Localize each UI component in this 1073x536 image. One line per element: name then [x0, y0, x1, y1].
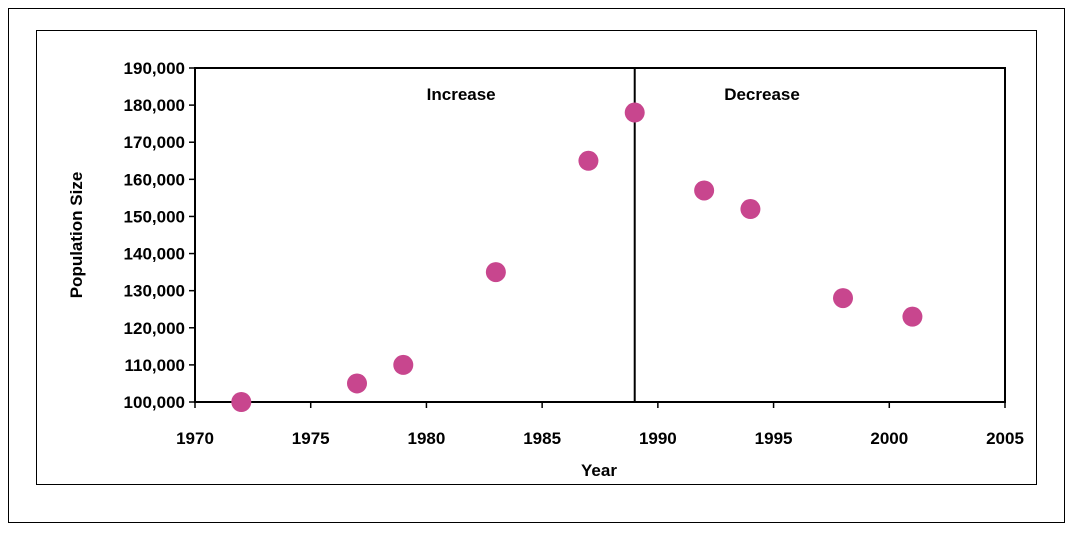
y-tick-label: 170,000 [124, 133, 185, 152]
outer-border [8, 8, 1065, 523]
x-tick-label: 2005 [986, 429, 1024, 448]
data-point [231, 392, 252, 412]
data-point [347, 373, 367, 394]
y-tick-label: 180,000 [124, 96, 185, 115]
y-tick-label: 160,000 [124, 170, 185, 189]
y-tick-label: 100,000 [124, 393, 185, 412]
y-tick-label: 130,000 [124, 282, 185, 301]
data-point [393, 354, 414, 375]
x-tick-label: 2000 [870, 429, 908, 448]
chart-area-border [36, 30, 1037, 485]
y-tick-label: 110,000 [124, 356, 185, 375]
y-tick-label: 190,000 [124, 59, 185, 78]
x-tick-label: 1970 [176, 429, 214, 448]
y-axis-title: Population Size [67, 172, 86, 299]
x-tick-label: 1980 [408, 429, 446, 448]
data-point [902, 306, 923, 327]
x-tick-label: 1990 [639, 429, 677, 448]
data-point [694, 180, 715, 201]
y-tick-label: 150,000 [124, 207, 185, 226]
plot-layer: 100,000 110,000 120,000 130,000 140,000 150,0… [124, 59, 1024, 448]
plot-area-frame [194, 67, 1006, 403]
y-tick-label: 120,000 [124, 319, 185, 338]
annotation-label: Increase [427, 85, 496, 104]
annotation-label: Decrease [724, 85, 800, 104]
x-tick-label: 1975 [292, 429, 330, 448]
data-point [624, 102, 645, 123]
y-tick-label: 140,000 [124, 245, 185, 264]
data-point [578, 150, 599, 171]
data-point [485, 262, 506, 283]
x-tick-label: 1995 [755, 429, 793, 448]
data-point [833, 288, 853, 309]
x-axis-title: Year [581, 461, 617, 480]
data-point [740, 199, 761, 220]
x-tick-label: 1985 [523, 429, 561, 448]
